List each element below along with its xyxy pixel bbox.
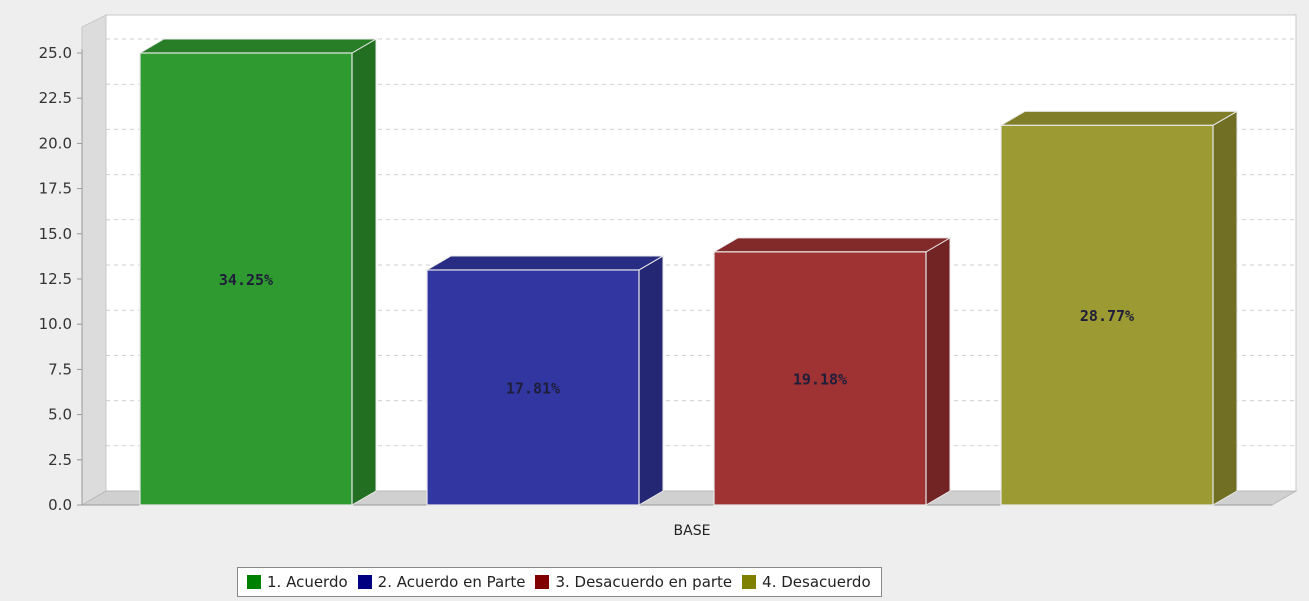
y-tick-label: 10.0 (39, 315, 72, 333)
bar-top (425, 255, 665, 271)
bar-front (139, 52, 353, 506)
bar-data-label: 17.81% (506, 379, 560, 397)
legend-item-2: 2. Acuerdo en Parte (357, 573, 526, 591)
bars: 34.25% 17.81% 19.18% 28.77% (138, 38, 1239, 506)
y-axis: 0.0 2.5 5.0 7.5 10.0 12.5 15.0 17.5 20.0 22.5 25.0 (39, 44, 83, 514)
bar-side (638, 255, 664, 506)
y-tick-label: 7.5 (48, 360, 72, 378)
legend-swatch-2 (357, 575, 372, 589)
y-tick-label: 0.0 (48, 496, 72, 514)
y-tick-label: 25.0 (39, 44, 72, 62)
y-tick-label: 17.5 (39, 180, 72, 198)
plot-left-wall (81, 14, 107, 506)
gridlines (106, 38, 1296, 447)
bar-2: 17.81% (425, 255, 665, 506)
bar-top (712, 237, 952, 253)
legend-item-3: 3. Desacuerdo en parte (535, 573, 732, 591)
bar-top (999, 110, 1239, 126)
legend-label-3: 3. Desacuerdo en parte (555, 573, 733, 591)
bar-data-label: 28.77% (1080, 307, 1134, 325)
bar-side (1212, 110, 1238, 506)
bar-data-label: 19.18% (793, 370, 847, 388)
bar-top (138, 38, 378, 54)
y-tick-label: 15.0 (39, 225, 72, 243)
legend-swatch-4 (742, 575, 757, 589)
bar-front (426, 269, 640, 506)
legend-swatch-3 (535, 575, 550, 589)
bar-1: 34.25% (138, 38, 378, 506)
bar-4: 28.77% (999, 110, 1239, 506)
y-tick-label: 12.5 (39, 270, 72, 288)
legend: 1. Acuerdo 2. Acuerdo en Parte 3. Desacu… (237, 567, 882, 597)
bar-side (925, 237, 951, 506)
legend-label-4: 4. Desacuerdo (762, 573, 871, 591)
y-tick-label: 2.5 (48, 451, 72, 469)
bar-side (351, 38, 377, 506)
legend-swatch-1 (247, 575, 261, 589)
y-tick-label: 5.0 (48, 406, 72, 424)
legend-label-2: 2. Acuerdo en Parte (377, 573, 526, 591)
legend-item-1: 1. Acuerdo (247, 573, 348, 591)
bar-front (1000, 124, 1214, 506)
y-tick-label: 22.5 (39, 89, 72, 107)
bar-3: 19.18% (712, 237, 952, 506)
bar-data-label: 34.25% (219, 271, 273, 289)
bar-front (713, 251, 927, 506)
legend-label-1: 1. Acuerdo (267, 573, 348, 591)
legend-item-4: 4. Desacuerdo (742, 573, 871, 591)
x-category-label: BASE (674, 523, 711, 539)
y-tick-label: 20.0 (39, 134, 72, 152)
